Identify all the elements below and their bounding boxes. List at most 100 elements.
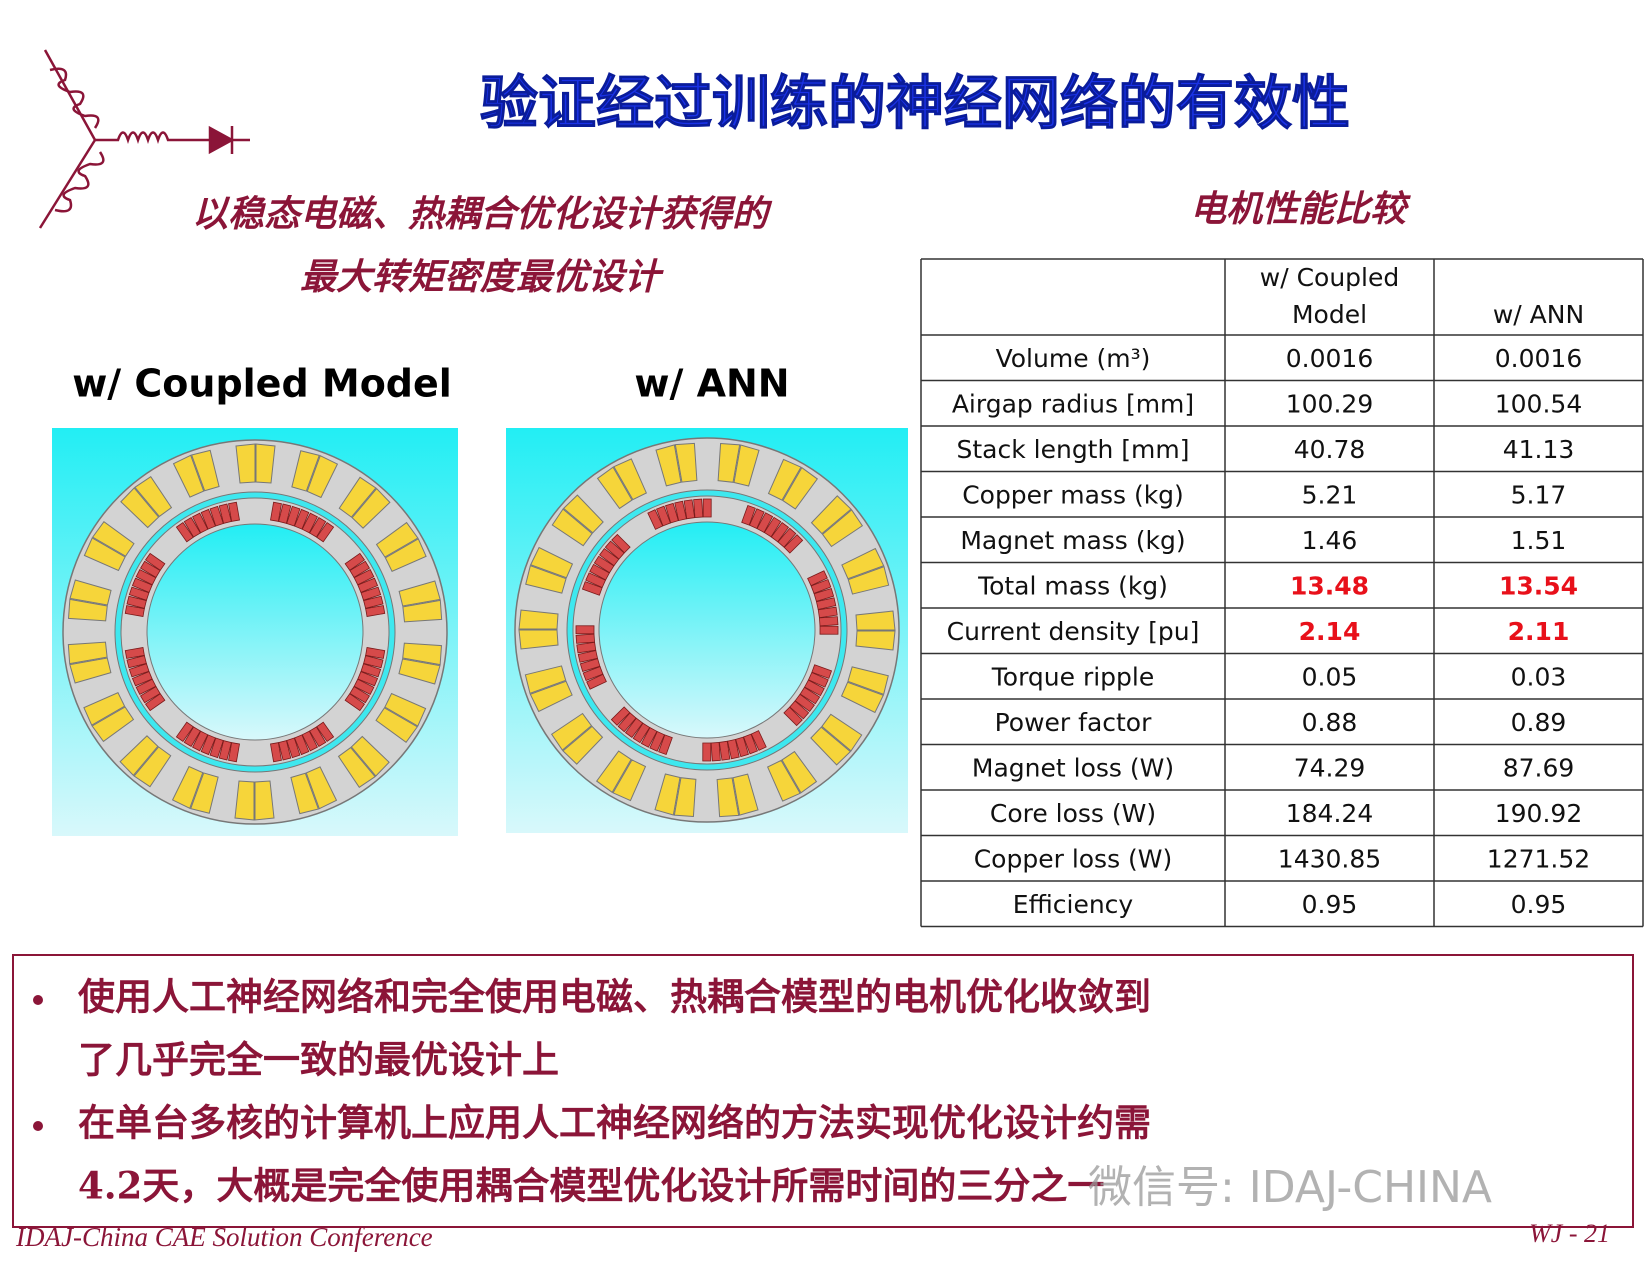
magnet [807, 570, 828, 587]
magnet [702, 498, 712, 518]
coil [290, 772, 320, 815]
coil [306, 454, 339, 499]
magnet [363, 655, 384, 669]
magnet [278, 503, 292, 524]
magnet [365, 605, 386, 617]
coil-slot [766, 750, 818, 802]
coil-slot [716, 773, 759, 818]
figure-label: w/ Coupled Model [72, 362, 452, 406]
magnet [124, 605, 145, 617]
table-cell: 1.51 [1511, 526, 1567, 555]
magnet [209, 505, 224, 527]
magnet [128, 586, 150, 601]
coil [518, 629, 559, 650]
coil [767, 458, 802, 501]
magnet [135, 678, 157, 695]
coil [847, 565, 890, 595]
table-cell: 40.78 [1294, 435, 1366, 464]
magnet [301, 730, 318, 752]
coil-slot [810, 713, 863, 766]
coil [821, 713, 863, 752]
magnet [611, 533, 631, 554]
magnet [360, 586, 382, 601]
magnet [658, 734, 673, 756]
figure-label: w/ ANN [634, 362, 789, 406]
magnet [209, 737, 224, 759]
magnet [286, 737, 301, 759]
coil-slot [290, 766, 338, 815]
coil [375, 707, 419, 744]
coil [402, 642, 443, 666]
magnet [807, 671, 829, 688]
row-label: Total mass (kg) [977, 571, 1168, 600]
magnet [365, 647, 386, 659]
magnet [357, 577, 379, 593]
magnet [799, 686, 821, 705]
magnet [294, 508, 310, 530]
coil-slot [767, 458, 819, 510]
bullet-text: 使用人工神经网络和完全使用电磁、热耦合模型的电机优化收敛到 [78, 975, 1151, 1019]
magnet [718, 740, 731, 761]
magnet [301, 512, 318, 534]
magnet [818, 616, 839, 627]
magnet [124, 647, 145, 659]
magnet [586, 673, 607, 690]
coil-slot [525, 546, 574, 594]
coil [840, 681, 885, 714]
magnet [683, 499, 696, 520]
coil [119, 735, 159, 777]
coil [69, 657, 112, 684]
shaft [146, 523, 364, 741]
magnet [218, 503, 232, 524]
coil [398, 658, 441, 685]
coil [781, 750, 818, 794]
coil-slot [596, 458, 648, 510]
bullet-box [12, 954, 1634, 1228]
coil-slot [119, 735, 172, 788]
coil-slot [518, 609, 559, 650]
coil [525, 565, 567, 594]
coil [375, 521, 419, 558]
coil [91, 520, 135, 557]
magnet [599, 547, 620, 567]
magnet [192, 730, 209, 752]
coil [291, 450, 320, 492]
coil [529, 546, 574, 579]
magnet [727, 738, 740, 760]
coil-slot [398, 642, 443, 685]
magnet [175, 721, 194, 743]
table-cell: 1.46 [1302, 526, 1358, 555]
magnet [139, 686, 161, 704]
magnet [131, 671, 153, 687]
coil [524, 665, 567, 695]
coil [766, 759, 801, 802]
magnet [576, 641, 597, 654]
magnet [632, 722, 651, 744]
logo [38, 49, 250, 229]
table-cell: 0.05 [1302, 662, 1358, 691]
magnet [278, 740, 292, 761]
magnet [589, 563, 610, 581]
table-cell: 0.0016 [1495, 344, 1582, 373]
coil [83, 537, 126, 572]
magnet [575, 633, 596, 644]
magnet [270, 501, 282, 522]
magnet [783, 706, 803, 727]
row-label: Torque ripple [991, 662, 1155, 691]
coil [810, 495, 852, 535]
table-cell: 190.92 [1495, 799, 1582, 828]
coil [254, 780, 275, 821]
magnet [309, 516, 327, 538]
table-cell: 100.29 [1286, 389, 1373, 418]
coil [398, 580, 441, 607]
magnet [750, 730, 767, 751]
magnet [316, 521, 335, 543]
magnet [357, 671, 379, 687]
coil [841, 547, 885, 580]
bullet-dot [33, 995, 43, 1005]
magnet [640, 727, 658, 748]
magnet [783, 534, 804, 554]
magnet [363, 595, 384, 609]
coil [384, 538, 427, 573]
table-cell: 0.89 [1511, 708, 1567, 737]
